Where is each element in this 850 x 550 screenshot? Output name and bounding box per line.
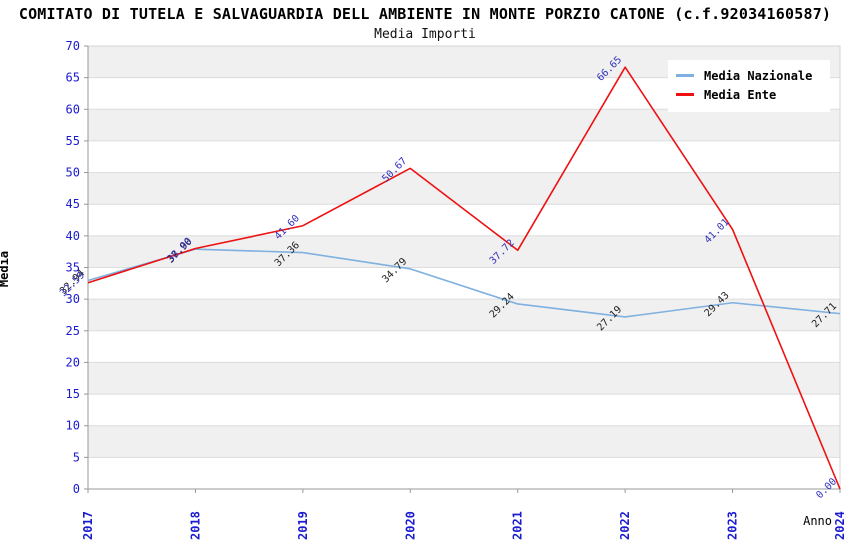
- x-tick-label: 2019: [296, 511, 310, 540]
- y-tick-label: 60: [66, 102, 80, 116]
- legend-item-media-ente: Media Ente: [676, 85, 822, 104]
- legend: Media Nazionale Media Ente: [668, 60, 830, 112]
- x-axis-title: Anno: [803, 514, 832, 528]
- x-tick-label: 2023: [726, 511, 740, 540]
- legend-label-media-ente: Media Ente: [704, 87, 777, 102]
- y-tick-label: 0: [73, 482, 80, 496]
- x-tick-label: 2022: [618, 511, 632, 540]
- x-tick-label: 2021: [511, 511, 525, 540]
- chart-title: COMITATO DI TUTELA E SALVAGUARDIA DELL A…: [18, 5, 832, 23]
- y-tick-label: 10: [66, 419, 80, 433]
- x-tick-label: 2024: [833, 511, 847, 540]
- y-tick-label: 50: [66, 166, 80, 180]
- plot-band: [88, 425, 840, 458]
- y-tick-label: 15: [66, 387, 80, 401]
- media-ente-swatch-icon: [676, 93, 694, 96]
- y-tick-label: 25: [66, 324, 80, 338]
- y-tick-label: 5: [73, 450, 80, 464]
- plot-band: [88, 109, 840, 141]
- y-tick-label: 30: [66, 292, 80, 306]
- y-axis-title: Media: [0, 250, 12, 288]
- legend-item-media-nazionale: Media Nazionale: [676, 66, 822, 85]
- line-media-ente: [87, 66, 841, 490]
- plot-band: [88, 362, 840, 395]
- y-tick-label: 40: [66, 229, 80, 243]
- x-tick-label: 2018: [188, 511, 202, 540]
- chart-subtitle: Media Importi: [374, 27, 476, 42]
- y-tick-label: 55: [66, 134, 80, 148]
- x-tick-label: 2020: [403, 511, 417, 540]
- media-nazionale-swatch-icon: [676, 74, 694, 77]
- y-tick-label: 45: [66, 197, 80, 211]
- x-tick-label: 2017: [81, 511, 95, 540]
- legend-label-media-nazionale: Media Nazionale: [704, 68, 813, 83]
- y-tick-label: 70: [66, 39, 80, 53]
- y-tick-label: 35: [66, 261, 80, 275]
- line-media-nazionale: [87, 248, 841, 318]
- plot-band: [88, 172, 840, 205]
- plot-band: [88, 235, 840, 268]
- y-tick-label: 65: [66, 71, 80, 85]
- y-tick-label: 20: [66, 355, 80, 369]
